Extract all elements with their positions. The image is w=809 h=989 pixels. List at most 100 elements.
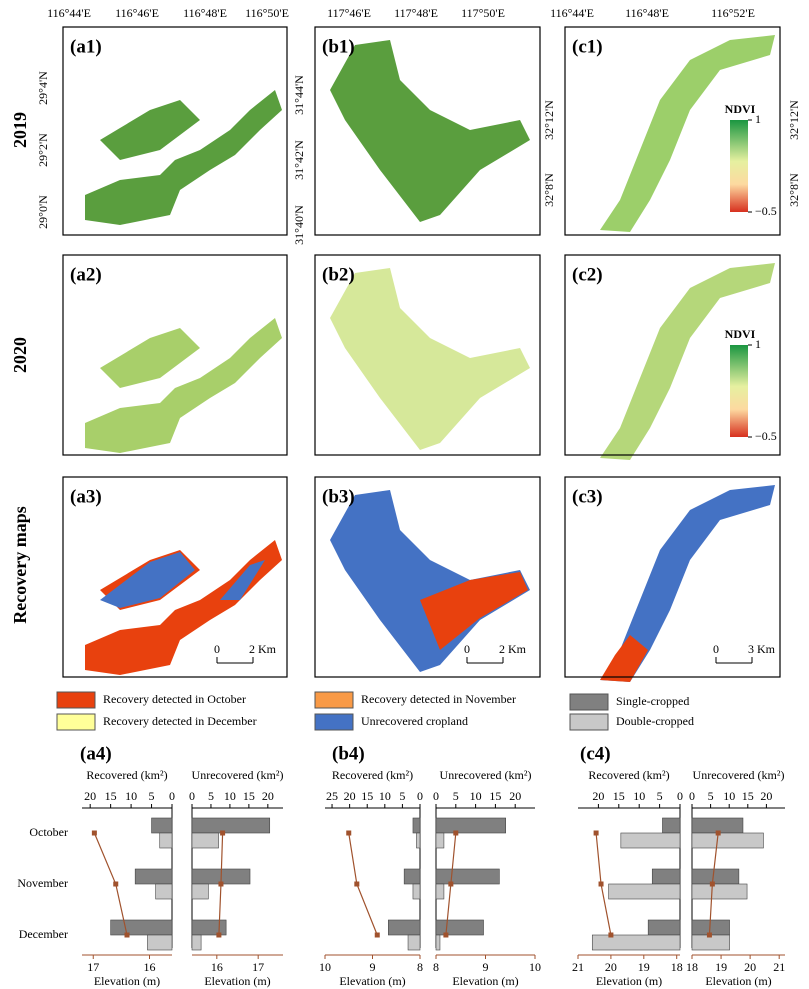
legend-swatch bbox=[315, 692, 353, 708]
elevation-point bbox=[375, 933, 380, 938]
elevation-point bbox=[710, 882, 715, 887]
elevation-point bbox=[599, 882, 604, 887]
elevation-axis-label: Elevation (m) bbox=[94, 974, 160, 988]
bar bbox=[135, 869, 172, 884]
x-axis-label: Recovered (km²) bbox=[332, 768, 413, 782]
elevation-axis-label: Elevation (m) bbox=[452, 974, 518, 988]
x-axis-label: Recovered (km²) bbox=[86, 768, 167, 782]
x-tick-label: 10 bbox=[633, 789, 645, 803]
elevation-tick-label: 20 bbox=[744, 960, 756, 974]
x-tick-label: 10 bbox=[470, 789, 482, 803]
lat-label: 29°2'N bbox=[36, 133, 50, 167]
legend-label: Unrecovered cropland bbox=[361, 714, 468, 728]
elevation-tick-label: 9 bbox=[483, 960, 489, 974]
x-tick-label: 20 bbox=[509, 789, 521, 803]
bar bbox=[160, 833, 172, 848]
scale-label: 2 Km bbox=[499, 642, 527, 656]
bar bbox=[648, 920, 680, 935]
x-axis-label: Unrecovered (km²) bbox=[192, 768, 284, 782]
x-tick-label: 0 bbox=[169, 789, 175, 803]
x-tick-label: 0 bbox=[433, 789, 439, 803]
panel-label: (b3) bbox=[322, 486, 355, 507]
bar bbox=[436, 935, 440, 950]
elevation-point bbox=[125, 933, 130, 938]
map-shape bbox=[330, 268, 530, 450]
lat-label: 32°12'N bbox=[787, 100, 801, 140]
x-tick-label: 10 bbox=[224, 789, 236, 803]
panel-label: (a2) bbox=[70, 264, 102, 285]
lat-label: 32°12'N bbox=[542, 100, 556, 140]
bar bbox=[692, 833, 763, 848]
x-axis-label: Unrecovered (km²) bbox=[440, 768, 532, 782]
bar bbox=[192, 818, 270, 833]
elevation-tick-label: 21 bbox=[572, 960, 584, 974]
legend-label: Single-cropped bbox=[616, 694, 689, 708]
x-tick-label: 0 bbox=[677, 789, 683, 803]
bar bbox=[662, 818, 680, 833]
colorbar-tick-label: −0.5 bbox=[755, 429, 777, 443]
scale-label: 3 Km bbox=[748, 642, 776, 656]
lon-label: 116°48'E bbox=[625, 6, 669, 20]
lon-label: 117°50'E bbox=[461, 6, 505, 20]
elevation-tick-label: 21 bbox=[773, 960, 785, 974]
lon-label: 117°48'E bbox=[394, 6, 438, 20]
elevation-tick-label: 8 bbox=[433, 960, 439, 974]
elevation-point bbox=[220, 831, 225, 836]
x-axis-label: Unrecovered (km²) bbox=[693, 768, 785, 782]
colorbar-tick-label: 1 bbox=[755, 337, 761, 351]
x-tick-label: 15 bbox=[361, 789, 373, 803]
bar bbox=[652, 869, 680, 884]
x-tick-label: 0 bbox=[689, 789, 695, 803]
elevation-axis-label: Elevation (m) bbox=[339, 974, 405, 988]
x-tick-label: 25 bbox=[326, 789, 338, 803]
y-tick-label: October bbox=[29, 825, 68, 839]
map-shape bbox=[600, 263, 775, 460]
elevation-point bbox=[608, 933, 613, 938]
elevation-axis-label: Elevation (m) bbox=[204, 974, 270, 988]
bar bbox=[436, 818, 506, 833]
legend-swatch bbox=[570, 694, 608, 710]
legend-label: Recovery detected in November bbox=[361, 692, 516, 706]
lon-label: 117°46'E bbox=[327, 6, 371, 20]
bar bbox=[192, 884, 208, 899]
elevation-point bbox=[113, 882, 118, 887]
colorbar bbox=[730, 120, 748, 212]
colorbar-title: NDVI bbox=[725, 327, 756, 341]
panel-label: (c1) bbox=[572, 36, 603, 57]
scale-label: 2 Km bbox=[249, 642, 277, 656]
elevation-tick-label: 18 bbox=[671, 960, 683, 974]
elevation-tick-label: 10 bbox=[529, 960, 541, 974]
elevation-point bbox=[716, 831, 721, 836]
map-shape bbox=[330, 40, 530, 222]
x-axis-label: Recovered (km²) bbox=[588, 768, 669, 782]
lat-label: 31°42'N bbox=[292, 140, 306, 180]
elevation-point bbox=[354, 882, 359, 887]
y-tick-label: December bbox=[19, 927, 68, 941]
x-tick-label: 5 bbox=[208, 789, 214, 803]
x-tick-label: 20 bbox=[592, 789, 604, 803]
bar bbox=[416, 833, 420, 848]
chart-title: (c4) bbox=[580, 743, 611, 764]
bar bbox=[436, 869, 499, 884]
colorbar-tick-label: 1 bbox=[755, 112, 761, 126]
x-tick-label: 20 bbox=[84, 789, 96, 803]
panel-label: (b2) bbox=[322, 264, 355, 285]
y-tick-label: November bbox=[17, 876, 68, 890]
elevation-tick-label: 19 bbox=[715, 960, 727, 974]
elevation-point bbox=[453, 831, 458, 836]
map-row bbox=[85, 485, 775, 682]
x-tick-label: 5 bbox=[708, 789, 714, 803]
elevation-tick-label: 17 bbox=[87, 960, 99, 974]
legend-swatch bbox=[57, 692, 95, 708]
lat-label: 32°8'N bbox=[542, 173, 556, 207]
lat-label: 31°40'N bbox=[292, 205, 306, 245]
row-label: 2020 bbox=[10, 337, 30, 373]
figure: 20192020Recovery maps(a1)(b1)(c1)(a2)(b2… bbox=[0, 0, 809, 989]
bar bbox=[192, 833, 219, 848]
bar bbox=[111, 920, 172, 935]
x-tick-label: 20 bbox=[344, 789, 356, 803]
elevation-point bbox=[218, 882, 223, 887]
x-tick-label: 15 bbox=[613, 789, 625, 803]
lon-label: 116°44'E bbox=[47, 6, 91, 20]
panel-label: (c3) bbox=[572, 486, 603, 507]
